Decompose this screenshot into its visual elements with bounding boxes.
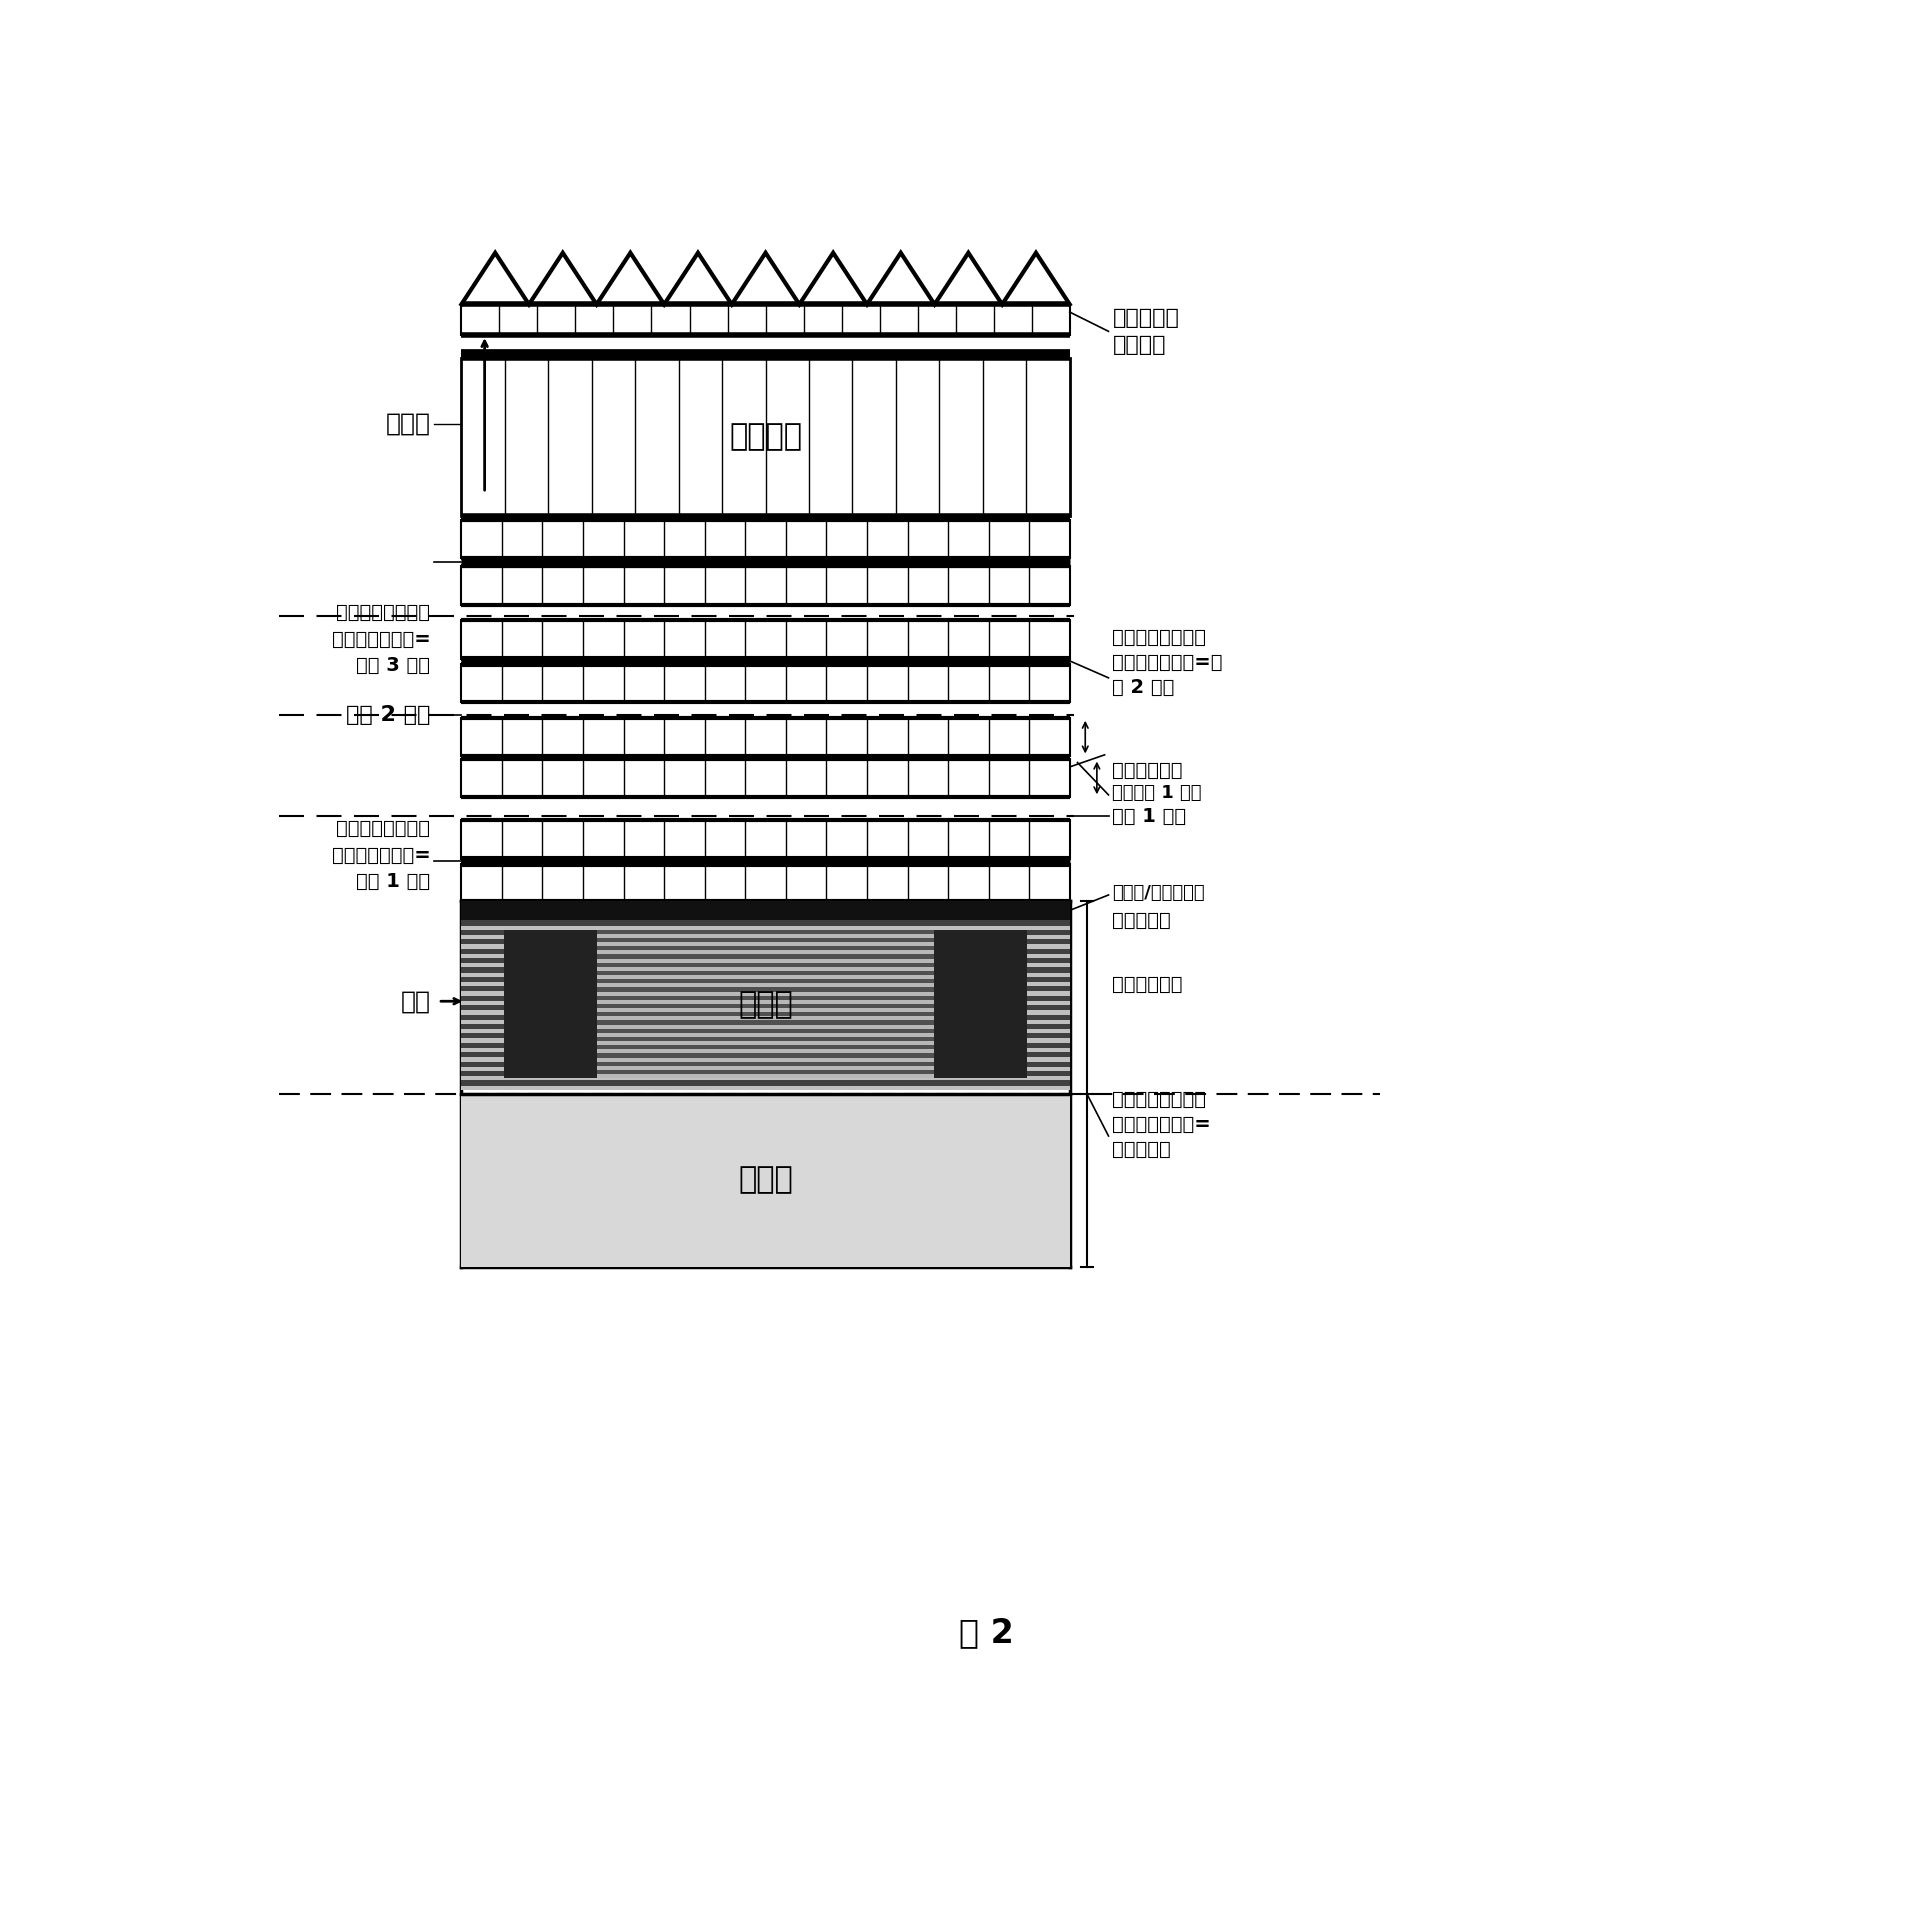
Text: 电池上端电池堆栈
元件温度计算値=电
池 2 温度: 电池上端电池堆栈 元件温度计算値=电 池 2 温度 xyxy=(1111,628,1223,698)
Bar xyxy=(462,759,1069,798)
Bar xyxy=(462,821,1069,859)
Bar xyxy=(596,954,935,958)
Text: 电池 1 温度: 电池 1 温度 xyxy=(1111,807,1186,827)
Bar xyxy=(462,902,1069,921)
Bar xyxy=(596,1069,935,1073)
Bar xyxy=(462,967,1069,973)
Bar xyxy=(596,1021,935,1025)
Text: 热绥缘: 热绥缘 xyxy=(738,990,792,1019)
Text: 多孔元件 1 厚度: 多孔元件 1 厚度 xyxy=(1111,784,1202,802)
Bar xyxy=(462,996,1069,1000)
Text: 两级板: 两级板 xyxy=(385,412,431,436)
Bar xyxy=(596,1037,935,1041)
Bar xyxy=(462,958,1069,964)
Bar xyxy=(596,1054,935,1058)
Bar xyxy=(596,1044,935,1050)
Bar xyxy=(462,921,1069,925)
Bar xyxy=(462,921,1069,1091)
Bar xyxy=(462,931,1069,935)
Bar xyxy=(462,1006,1069,1010)
Bar xyxy=(596,1029,935,1033)
Bar xyxy=(596,971,935,975)
Bar xyxy=(462,1081,1069,1085)
Bar xyxy=(462,863,1069,902)
Bar xyxy=(596,938,935,942)
Bar xyxy=(462,567,1069,605)
Bar xyxy=(462,1052,1069,1058)
Bar xyxy=(462,1033,1069,1039)
Bar xyxy=(596,1062,935,1066)
Bar xyxy=(596,1004,935,1008)
Bar xyxy=(462,1095,1069,1266)
Text: 碳酸钙板厚度: 碳酸钙板厚度 xyxy=(1111,975,1183,994)
Bar xyxy=(596,929,935,935)
Bar xyxy=(462,1062,1069,1068)
Bar xyxy=(596,964,935,967)
Bar xyxy=(462,520,1069,559)
Bar xyxy=(462,665,1069,703)
Bar xyxy=(504,929,596,1079)
Bar xyxy=(462,1043,1069,1048)
Text: 电池 2 温度: 电池 2 温度 xyxy=(346,705,431,725)
Bar xyxy=(596,987,935,992)
Bar xyxy=(596,996,935,1000)
Bar xyxy=(596,979,935,983)
Text: 电池底端电池堆栈
元件温度计算値=
末端板温度: 电池底端电池堆栈 元件温度计算値= 末端板温度 xyxy=(1111,1091,1210,1158)
Bar xyxy=(462,987,1069,992)
Text: 电池底端电池堆栈
元件温度计算値=
电池 1 温度: 电池底端电池堆栈 元件温度计算値= 电池 1 温度 xyxy=(331,819,431,890)
Bar xyxy=(462,938,1069,944)
Bar xyxy=(462,1014,1069,1019)
Text: 末端板厚度: 末端板厚度 xyxy=(1111,911,1171,931)
Text: 图 2: 图 2 xyxy=(958,1617,1013,1650)
Bar xyxy=(462,948,1069,954)
Text: 分配器/集流器钉厚: 分配器/集流器钉厚 xyxy=(1111,884,1204,902)
Bar xyxy=(462,358,1069,516)
Text: 两极金属板厚: 两极金属板厚 xyxy=(1111,761,1183,780)
Bar xyxy=(462,1023,1069,1029)
Bar xyxy=(596,929,935,1079)
Bar xyxy=(935,929,1027,1079)
Bar xyxy=(596,946,935,950)
Bar xyxy=(462,1071,1069,1075)
Bar xyxy=(462,620,1069,659)
Bar xyxy=(462,977,1069,983)
Text: 加热板: 加热板 xyxy=(738,1166,792,1195)
Bar xyxy=(462,719,1069,757)
Bar xyxy=(596,1012,935,1016)
Text: 电池上端电池堆栈
元件温度计算値=
电池 3 温度: 电池上端电池堆栈 元件温度计算値= 电池 3 温度 xyxy=(331,603,431,674)
Bar xyxy=(462,304,1069,335)
Text: 末端: 末端 xyxy=(400,989,431,1014)
Text: 多孔组分: 多孔组分 xyxy=(729,422,802,451)
Text: 气体分配器
和集流器: 气体分配器 和集流器 xyxy=(1111,308,1179,355)
